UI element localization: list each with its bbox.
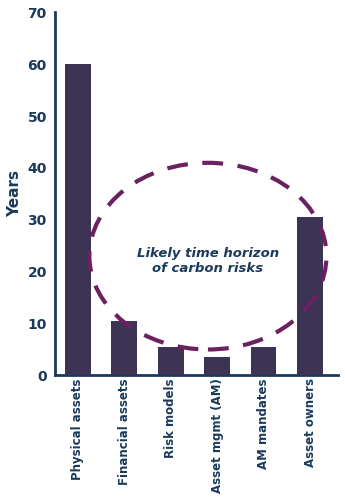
Bar: [65, 64, 90, 376]
Bar: [158, 347, 184, 376]
Bar: [111, 321, 137, 376]
Bar: [297, 218, 323, 376]
Text: Likely time horizon
of carbon risks: Likely time horizon of carbon risks: [137, 248, 279, 276]
Bar: [251, 347, 276, 376]
Y-axis label: Years: Years: [7, 170, 22, 218]
Bar: [205, 358, 230, 376]
